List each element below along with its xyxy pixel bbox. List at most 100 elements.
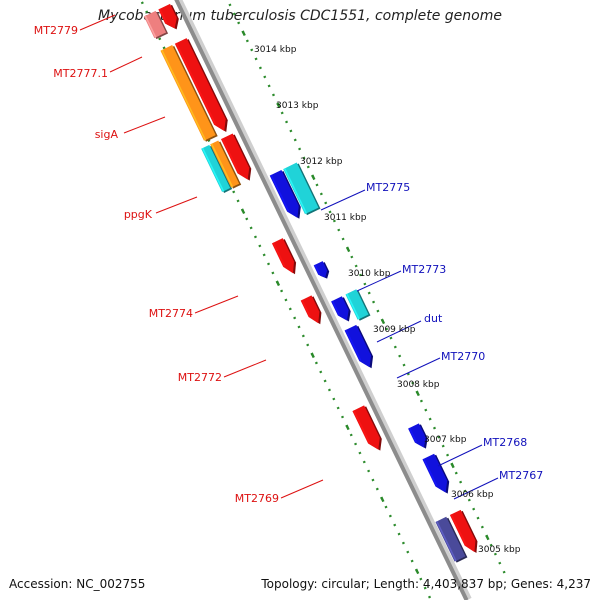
gene-siga-body [160,45,216,141]
gene-mt2774-body [271,238,295,274]
gene-mt2772-highlight [301,299,311,317]
gene-mt2768-highlight [408,427,417,443]
kbp-tick-label: 3014 kbp [254,45,297,55]
gene-mt2773-highlight [314,264,321,275]
gene-label-left: MT2774 [149,307,193,320]
gene-mt2769-body [352,405,380,450]
gene-blue-mt2775-highlight [270,174,290,212]
gene-bottom-navy-highlight [436,521,457,562]
gene-ppgk-orange-highlight [210,143,234,188]
callout-line-right-5 [453,477,499,500]
gene-label-right: MT2768 [483,436,527,449]
gene-dut-body [345,289,369,320]
callout-line-left-5 [223,359,267,378]
genome-backbone [174,0,472,600]
gene-siga-highlight [161,49,207,141]
kbp-tick-label: 3005 kbp [478,545,521,555]
gene-label-right: MT2773 [402,263,446,276]
callout-line-left-2 [123,116,166,134]
gene-mt2768 [408,423,428,449]
gene-ppgk-highlight [201,147,225,192]
kbp-ticks: 3014 kbp 3013 kbp 3012 kbp 3011 kbp 3010 kbp… [254,45,521,555]
gene-mt2772-body [300,295,320,324]
gene-ppgk-body [201,144,231,192]
gene-mt2777-1-pink [143,10,169,40]
gene-mt2777-1-red [158,3,179,30]
gene-label-left: MT2772 [178,371,222,384]
gene-blue-long [344,324,374,369]
gene-bottom-navy [435,516,468,563]
gene-red-long-highlight [175,42,217,125]
gene-dut-highlight [346,293,360,320]
gene-mt2767-body [422,453,448,493]
gene-mt2777-1-red-highlight [159,8,168,24]
kbp-tick-label: 3013 kbp [276,101,319,111]
map-title: Mycobacterium tuberculosis CDC1551, comp… [98,8,502,24]
gene-mt2772 [300,295,322,325]
gene-mt2769 [352,405,382,451]
gene-label-right: MT2775 [366,181,410,194]
gene-red-mid [221,133,252,181]
gene-features [143,3,478,563]
gene-label-right: MT2770 [441,350,485,363]
gene-bottom-navy-body [435,516,466,562]
gene-mt2768-body [408,423,426,448]
gene-dut [345,289,371,321]
callout-line-right-1 [356,270,402,292]
gene-ppgk-orange-body [210,140,240,188]
gene-label-left: MT2777.1 [53,67,108,80]
dotted-guides [139,0,510,600]
kbp-tick-label: 3011 kbp [324,213,367,223]
kbp-tick-label: 3009 kbp [373,325,416,335]
gene-label-left: sigA [95,128,119,141]
dotted-guide-right [226,0,510,581]
gene-blue-long-highlight [345,329,362,361]
gene-mt2774 [271,238,297,275]
gene-bottom-red [449,509,478,554]
gene-mt2775 [283,162,321,216]
gene-red-mid-highlight [221,138,240,174]
callout-line-left-0 [79,14,116,31]
gene-red-long-body [174,38,226,131]
gene-mt2767-highlight [423,458,438,487]
callout-line-right-4 [437,444,483,467]
gene-mt2777-1-red-body [158,3,177,29]
gene-mt2770 [331,296,351,322]
gene-label-right: dut [424,312,443,325]
kbp-tick-label: 3007 kbp [424,435,467,445]
kbp-tick-label: 3012 kbp [300,157,343,167]
gene-label-left: MT2779 [34,24,78,37]
gene-mt2769-highlight [353,410,371,444]
kbp-tick-label: 3006 kbp [451,490,494,500]
gene-mt2774-highlight [272,242,286,267]
callout-line-right-3 [396,357,441,379]
gene-mt2775-body [283,162,319,215]
gene-bottom-red-highlight [450,514,467,546]
gene-blue-mt2775 [269,169,301,219]
gene-blue-mt2775-body [269,169,299,218]
kbp-tick-label: 3008 kbp [397,380,440,390]
gene-blue-long-body [344,324,372,368]
genome-summary-text: Topology: circular; Length: 4,403,837 bp… [261,577,591,591]
gene-ppgk [201,144,233,193]
gene-label-left: ppgK [124,208,153,221]
callout-line-right-2 [376,320,422,343]
gene-mt2777-1-pink-body [143,10,167,39]
kbp-tick-label: 3010 kbp [348,269,391,279]
accession-text: Accession: NC_002755 [9,577,146,591]
gene-label-right: MT2767 [499,469,543,482]
gene-bottom-red-body [449,509,476,553]
dotted-guide-left [139,0,433,600]
backbone-line [174,0,469,600]
gene-ppgk-orange [210,140,242,189]
callout-line-left-6 [280,479,324,499]
gene-label-left: MT2769 [235,492,279,505]
callout-line-left-3 [155,196,198,214]
gene-mt2770-highlight [331,300,340,316]
callout-line-right-0 [320,189,366,211]
gene-mt2777-1-pink-highlight [144,15,157,38]
gene-red-mid-body [221,133,250,180]
gene-siga [160,45,218,142]
gene-mt2775-highlight [283,168,308,214]
gene-mt2773-body [313,261,328,278]
